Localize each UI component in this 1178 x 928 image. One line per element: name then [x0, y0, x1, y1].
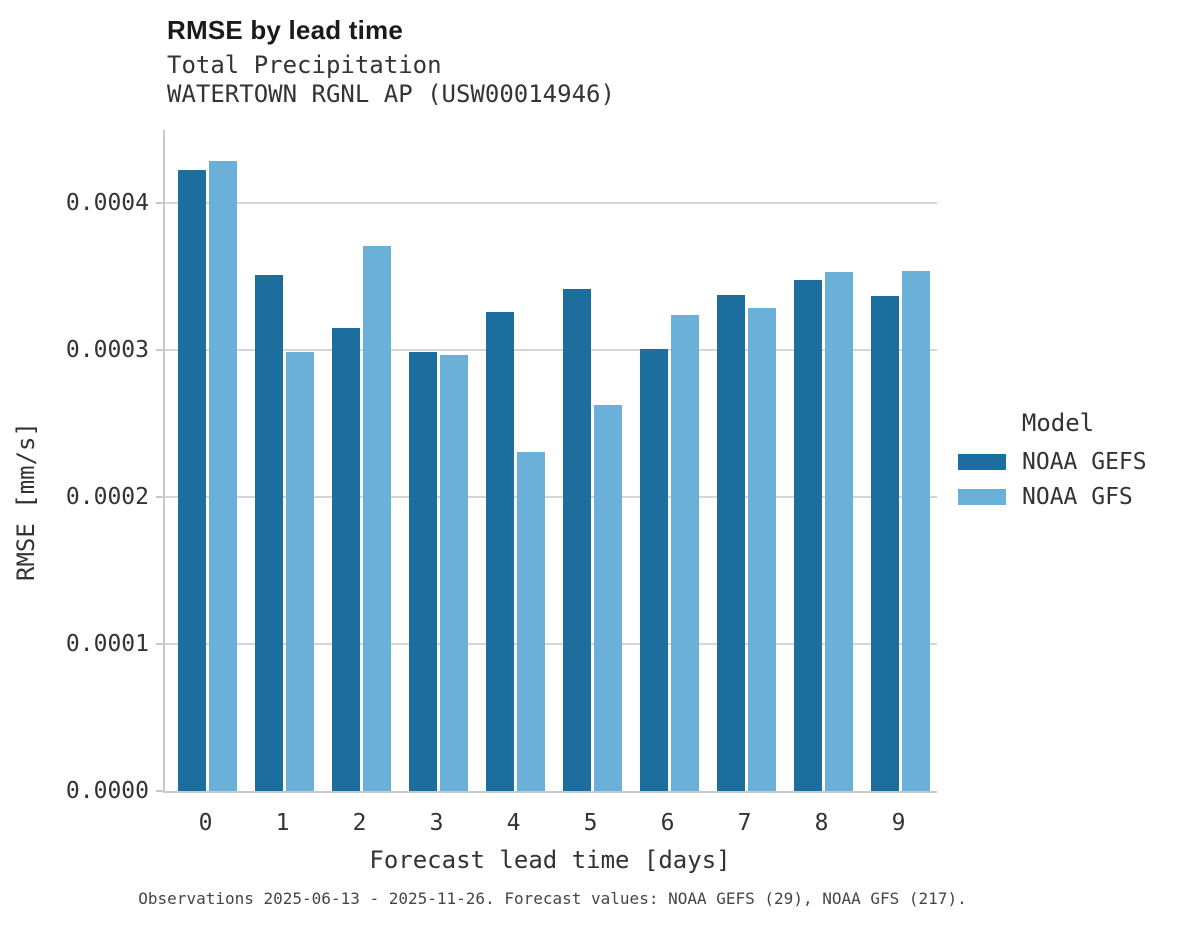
gridline [165, 496, 937, 499]
x-tick-label: 5 [583, 810, 598, 836]
x-tick-label: 2 [352, 810, 367, 836]
chart-caption: Observations 2025-06-13 - 2025-11-26. Fo… [138, 889, 967, 908]
legend-label: NOAA GEFS [1022, 448, 1147, 475]
bar-noaa-gefs-lead-7 [717, 295, 745, 791]
x-tick-label: 1 [275, 810, 290, 836]
plot-panel [163, 130, 937, 793]
title-block: RMSE by lead time Total Precipitation WAT… [167, 15, 615, 109]
y-tick-label: 0.0000 [65, 778, 149, 804]
y-tick-mark [156, 790, 163, 792]
bar-noaa-gefs-lead-1 [255, 275, 283, 791]
y-tick-label: 0.0001 [65, 631, 149, 658]
legend-swatch [958, 453, 1006, 470]
bar-noaa-gfs-lead-6 [671, 315, 699, 791]
x-tick-label: 3 [429, 810, 444, 836]
bar-noaa-gfs-lead-0 [209, 161, 237, 791]
bar-noaa-gefs-lead-8 [794, 280, 822, 791]
bar-noaa-gfs-lead-7 [748, 308, 776, 791]
legend-entries: NOAA GEFS NOAA GFS [958, 444, 1158, 514]
legend-swatch [958, 488, 1006, 505]
bar-noaa-gefs-lead-9 [871, 296, 899, 791]
y-tick-mark [156, 349, 163, 352]
x-tick-label: 8 [814, 810, 829, 836]
bar-noaa-gefs-lead-2 [332, 328, 360, 791]
y-tick-mark [156, 202, 163, 205]
gridline [165, 202, 937, 205]
chart-subtitle: Total Precipitation WATERTOWN RGNL AP (US… [167, 51, 615, 109]
bar-noaa-gefs-lead-6 [640, 349, 668, 791]
x-tick-label: 0 [198, 810, 213, 836]
chart-title: RMSE by lead time [167, 15, 404, 45]
subtitle-variable: Total Precipitation [167, 51, 442, 79]
x-axis-tick-labels: 0 1 2 3 4 5 6 7 8 9 [163, 808, 937, 840]
y-tick-label: 0.0003 [65, 337, 149, 364]
y-tick-mark [156, 643, 163, 646]
gridline [165, 643, 937, 646]
bar-noaa-gfs-lead-8 [825, 272, 853, 791]
bar-noaa-gfs-lead-9 [902, 271, 930, 791]
legend-entry-noaa-gfs: NOAA GFS [958, 479, 1158, 514]
bar-noaa-gefs-lead-5 [563, 289, 591, 791]
y-tick-label: 0.0004 [65, 190, 149, 217]
y-tick-label: 0.0002 [65, 484, 149, 511]
bar-noaa-gefs-lead-4 [486, 312, 514, 791]
legend-title: Model [1021, 409, 1095, 437]
y-tick-mark [156, 496, 163, 499]
bar-noaa-gefs-lead-0 [178, 170, 206, 791]
subtitle-station: WATERTOWN RGNL AP (USW00014946) [167, 80, 615, 108]
x-tick-label: 7 [737, 810, 752, 836]
legend-entry-noaa-gefs: NOAA GEFS [958, 444, 1158, 479]
x-tick-label: 9 [891, 810, 906, 836]
legend: Model NOAA GEFS NOAA GFS [958, 410, 1158, 514]
y-axis-tick-labels: 0.0000 0.0001 0.0002 0.0003 0.0004 [0, 130, 163, 804]
bar-noaa-gfs-lead-3 [440, 355, 468, 791]
x-axis-title: Forecast lead time [days] [369, 846, 731, 874]
bar-noaa-gfs-lead-2 [363, 246, 391, 791]
bar-noaa-gefs-lead-3 [409, 352, 437, 791]
x-tick-label: 4 [506, 810, 521, 836]
x-tick-label: 6 [660, 810, 675, 836]
legend-label: NOAA GFS [1022, 483, 1133, 510]
bar-noaa-gfs-lead-1 [286, 352, 314, 791]
bar-noaa-gfs-lead-4 [517, 452, 545, 791]
bar-noaa-gfs-lead-5 [594, 405, 622, 791]
gridline [165, 349, 937, 352]
